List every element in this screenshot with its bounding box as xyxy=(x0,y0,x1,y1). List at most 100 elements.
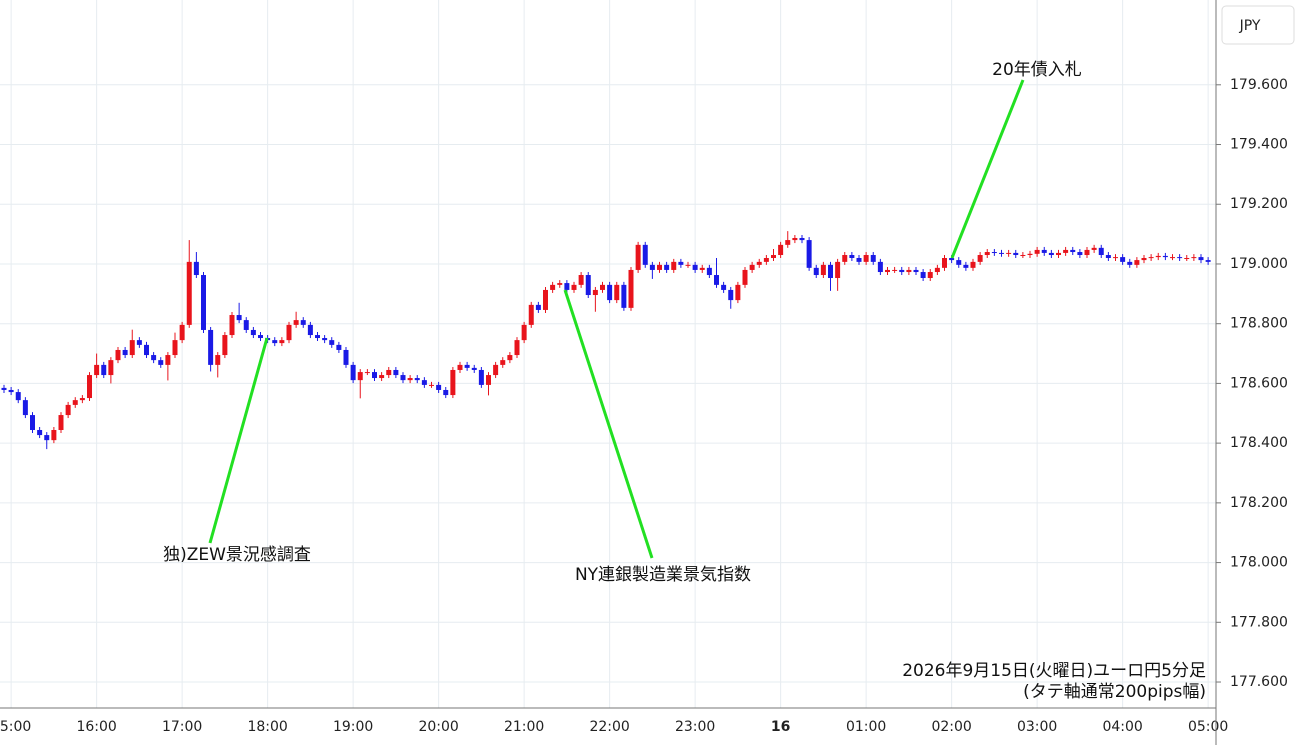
candle-body xyxy=(65,404,71,416)
candle-body xyxy=(357,372,363,381)
x-tick-label: 04:00 xyxy=(1102,719,1142,735)
candle-body xyxy=(464,364,470,368)
candle-body xyxy=(999,252,1004,254)
currency-label: JPY xyxy=(1239,18,1261,34)
candle-body xyxy=(699,267,705,270)
candle-body xyxy=(956,260,962,265)
x-tick-label: 16:00 xyxy=(76,719,116,735)
candle-body xyxy=(193,261,199,276)
currency-box xyxy=(1221,5,1295,45)
candle-body xyxy=(300,320,306,325)
y-tick-label: 178.600 xyxy=(1230,375,1288,391)
candle-body xyxy=(37,429,43,436)
chart-note: (タテ軸通常200pips幅) xyxy=(1023,682,1206,702)
candle-body xyxy=(44,435,50,441)
candle-body xyxy=(1041,249,1047,253)
candle-body xyxy=(471,367,477,370)
candle-body xyxy=(692,264,698,270)
x-tick-label: 20:00 xyxy=(418,719,458,735)
candle-body xyxy=(336,344,342,350)
chart-note: 2026年9月15日(火曜日)ユーロ円5分足 xyxy=(902,661,1206,681)
x-tick-label: 15:00 xyxy=(0,719,31,735)
candle-body xyxy=(243,320,249,330)
candle-body xyxy=(607,284,613,301)
candle-body xyxy=(550,284,556,290)
candle-body xyxy=(122,349,128,356)
x-tick-label: 22:00 xyxy=(589,719,629,735)
candle-body xyxy=(835,261,841,279)
candle-body xyxy=(1056,252,1061,256)
x-tick-label: 05:00 xyxy=(1188,719,1228,735)
candle-body xyxy=(486,375,491,385)
candle-body xyxy=(1113,257,1118,259)
candle-body xyxy=(1120,257,1126,262)
candle-body xyxy=(521,324,527,341)
candle-body xyxy=(1148,257,1154,259)
candle-body xyxy=(514,340,520,356)
candle-body xyxy=(186,261,192,325)
candle-body xyxy=(179,324,185,341)
candle-body xyxy=(372,372,377,379)
y-tick-label: 177.600 xyxy=(1230,674,1288,690)
candle-body xyxy=(906,269,912,273)
candle-body xyxy=(172,340,178,356)
candle-body xyxy=(849,255,855,258)
candle-body xyxy=(628,269,634,308)
x-tick-label: 02:00 xyxy=(931,719,971,735)
candle-body xyxy=(478,369,484,385)
candle-body xyxy=(201,275,206,330)
candle-body xyxy=(863,255,869,262)
candle-body xyxy=(792,237,798,241)
candle-body xyxy=(649,264,655,270)
candle-body xyxy=(621,284,627,308)
candle-body xyxy=(72,400,78,405)
candle-body xyxy=(129,340,135,356)
candle-body xyxy=(664,264,670,270)
x-tick-label: 03:00 xyxy=(1017,719,1057,735)
candle-body xyxy=(79,398,85,401)
candle-body xyxy=(421,380,427,385)
candle-body xyxy=(364,372,370,374)
candle-body xyxy=(1134,260,1140,265)
candle-body xyxy=(15,392,21,401)
candle-body xyxy=(1070,249,1076,253)
candle-body xyxy=(279,340,285,344)
candle-body xyxy=(778,244,784,256)
candles xyxy=(1,231,1211,450)
candle-body xyxy=(899,269,905,273)
candle-body xyxy=(1098,247,1104,256)
candle-body xyxy=(913,269,919,273)
y-tick-label: 178.800 xyxy=(1230,316,1288,332)
candle-body xyxy=(379,375,385,379)
candle-body xyxy=(877,261,883,273)
candle-body xyxy=(436,384,442,390)
candle-body xyxy=(429,384,434,386)
candle-body xyxy=(1205,260,1211,262)
candle-body xyxy=(101,364,107,376)
candle-body xyxy=(657,264,662,270)
candle-body xyxy=(1162,255,1168,258)
candle-body xyxy=(1027,253,1033,256)
candle-body xyxy=(749,264,755,270)
candle-body xyxy=(87,375,92,399)
candle-body xyxy=(51,429,57,441)
candle-body xyxy=(500,360,506,365)
candle-body xyxy=(592,289,598,296)
candle-body xyxy=(250,329,256,336)
candle-body xyxy=(272,340,278,344)
candle-body xyxy=(158,360,164,365)
candle-body xyxy=(1127,261,1133,265)
candle-body xyxy=(635,244,641,270)
candle-body xyxy=(728,289,734,301)
candle-body xyxy=(963,264,969,268)
candle-body xyxy=(535,304,541,310)
candle-body xyxy=(1105,255,1111,258)
candle-body xyxy=(870,255,876,262)
candle-body xyxy=(1155,255,1161,258)
candle-body xyxy=(671,261,677,270)
candle-body xyxy=(1048,252,1054,256)
x-tick-label: 18:00 xyxy=(247,719,287,735)
candle-body xyxy=(443,389,449,396)
y-tick-label: 178.400 xyxy=(1230,435,1288,451)
candle-body xyxy=(215,355,221,365)
